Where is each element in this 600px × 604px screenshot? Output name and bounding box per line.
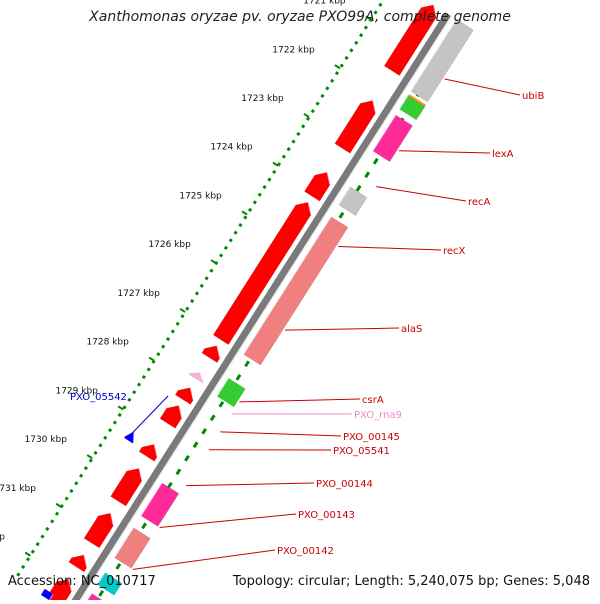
gene-label: PXO_00143 <box>298 510 355 521</box>
tick-mark <box>149 358 154 361</box>
gene-label: PXO_rna9 <box>354 410 402 421</box>
gene-label: recX <box>443 246 466 257</box>
pxo-05542-arrow-highlight <box>133 432 134 442</box>
gene-label: alaS <box>401 324 422 335</box>
tick-label: 1726 kbp <box>148 240 191 250</box>
tick-mark <box>25 553 30 556</box>
gc-content-ring-outer <box>16 0 396 579</box>
recx-arrow <box>304 172 330 201</box>
lexa-box-green <box>399 96 424 120</box>
tick-mark <box>56 504 61 507</box>
callout-line <box>399 151 490 153</box>
pxo-05541-arrow <box>160 406 182 429</box>
map-title: Xanthomonas oryzae pv. oryzae PXO99A, co… <box>0 9 600 25</box>
tick-label: 1731 kbp <box>0 484 36 494</box>
gene-label: ubiB <box>522 91 544 102</box>
tick-label: 1725 kbp <box>179 191 222 201</box>
gene-label: PXO_00145 <box>343 432 400 443</box>
gene-label: PXO_00142 <box>277 546 334 557</box>
tick-mark <box>180 309 185 312</box>
tick-mark <box>211 260 216 263</box>
tick-mark <box>335 65 340 68</box>
tick-label: 1722 kbp <box>272 45 315 55</box>
gene-label: PXO_00144 <box>316 479 373 490</box>
tick-label: 1728 kbp <box>86 338 129 348</box>
callout-line <box>160 514 296 528</box>
tick-label: 1727 kbp <box>117 289 160 299</box>
genome-summary-text: Topology: circular; Length: 5,240,075 bp… <box>233 574 590 589</box>
tick-mark <box>242 211 247 214</box>
callout-line <box>133 550 275 569</box>
accession-text: Accession: NC_010717 <box>8 574 156 589</box>
tick-label: 1723 kbp <box>241 94 284 104</box>
tick-mark <box>87 455 92 458</box>
tick-label: 1732 kbp <box>0 533 5 543</box>
callout-line <box>220 432 341 436</box>
tick-label: 1730 kbp <box>25 435 68 445</box>
gene-label: csrA <box>362 395 384 406</box>
gene-label: lexA <box>492 149 514 160</box>
callout-line <box>186 483 314 486</box>
callout-line <box>445 79 520 95</box>
tick-label: 1724 kbp <box>210 143 253 153</box>
tick-mark <box>273 163 278 166</box>
tick-mark <box>118 406 123 409</box>
gene-label: recA <box>468 197 491 208</box>
gene-label: PXO_05542 <box>70 392 127 403</box>
tick-label: 1721 kbp <box>303 0 346 7</box>
tick-mark <box>304 114 309 117</box>
callout-line <box>239 399 360 402</box>
gene-label: PXO_05541 <box>333 446 390 457</box>
callout-line <box>285 328 399 330</box>
callout-line <box>338 246 441 250</box>
callout-line <box>376 187 466 201</box>
